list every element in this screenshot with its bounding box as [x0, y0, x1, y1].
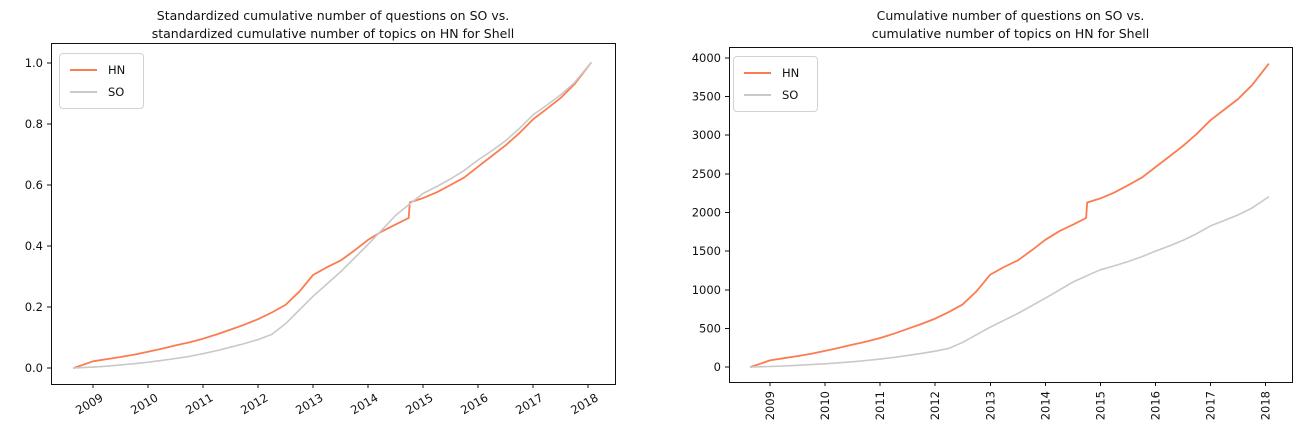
- y-tick-label: 1500: [692, 244, 721, 258]
- x-tick-label: 2018: [568, 390, 600, 417]
- y-tick-label: 0: [714, 360, 721, 374]
- y-tick-label: 0.2: [25, 300, 43, 314]
- y-tick-label: 0.4: [25, 239, 43, 253]
- x-tick-label: 2015: [403, 390, 435, 417]
- x-tick-label: 2014: [348, 390, 380, 417]
- axes-cumulative: 0 500 1000 1500 2000 2500 3000 3500 4000 2009 2010…: [692, 47, 1293, 420]
- y-tick-label: 1000: [692, 283, 721, 297]
- x-tick-label: 2010: [128, 390, 160, 417]
- x-tick-label: 2013: [293, 390, 325, 417]
- plot-spine: [51, 43, 616, 385]
- right-chart-title-line2: cumulative number of topics on HN for Sh…: [871, 26, 1150, 42]
- x-tick-label: 2011: [183, 390, 215, 417]
- x-tick-label: 2016: [458, 390, 490, 417]
- so-line-swatch: [70, 91, 97, 93]
- hn-line-swatch: [744, 72, 771, 74]
- x-tick-label: 2018: [1259, 391, 1273, 420]
- legend-entry-so: SO: [70, 85, 131, 99]
- legend-label-so: SO: [782, 88, 799, 102]
- legend-label-hn: HN: [782, 66, 800, 80]
- left-chart-title: Standardized cumulative number of questi…: [51, 7, 615, 43]
- so-line: [73, 62, 592, 369]
- x-tick-label: 2014: [1038, 391, 1052, 420]
- x-tick-label: 2009: [763, 391, 777, 420]
- y-tick-label: 0.0: [25, 361, 43, 375]
- x-tick-label: 2009: [73, 390, 105, 417]
- right-chart-legend: HN SO: [733, 56, 819, 112]
- left-chart-legend: HN SO: [59, 53, 145, 109]
- right-chart-title-line1: Cumulative number of questions on SO vs.: [876, 8, 1145, 23]
- y-tick-label: 0.6: [25, 178, 43, 192]
- hn-line: [72, 62, 592, 369]
- legend-label-hn: HN: [108, 63, 126, 77]
- x-tick-label: 2015: [1093, 391, 1107, 420]
- x-tick-label: 2013: [983, 391, 997, 420]
- x-tick-label: 2010: [818, 391, 832, 420]
- hn-line: [749, 63, 1270, 368]
- right-chart-title: Cumulative number of questions on SO vs.…: [729, 7, 1292, 43]
- left-chart-title-line2: standardized cumulative number of topics…: [151, 26, 515, 42]
- y-tick-label: 2500: [692, 167, 721, 181]
- legend-entry-so: SO: [744, 88, 805, 102]
- hn-line-swatch: [70, 69, 97, 71]
- y-tick-label: 3000: [692, 128, 721, 142]
- so-line-swatch: [744, 94, 771, 96]
- y-tick-label: 2000: [692, 205, 721, 219]
- y-tick-label: 1.0: [25, 56, 43, 70]
- x-tick-label: 2017: [513, 390, 545, 417]
- x-tick-label: 2011: [873, 391, 887, 420]
- x-tick-label: 2012: [238, 390, 270, 417]
- y-tick-label: 4000: [692, 51, 721, 65]
- left-chart-title-line1: Standardized cumulative number of questi…: [156, 8, 510, 23]
- legend-label-so: SO: [108, 85, 125, 99]
- x-tick-label: 2016: [1148, 391, 1162, 420]
- y-tick-label: 500: [699, 321, 721, 335]
- y-tick-label: 3500: [692, 90, 721, 104]
- x-tick-label: 2012: [928, 391, 942, 420]
- legend-entry-hn: HN: [70, 63, 131, 77]
- so-line: [749, 196, 1270, 368]
- x-tick-label: 2017: [1204, 391, 1218, 420]
- plot-spine: [729, 47, 1293, 383]
- y-tick-label: 0.8: [25, 117, 43, 131]
- legend-entry-hn: HN: [744, 66, 805, 80]
